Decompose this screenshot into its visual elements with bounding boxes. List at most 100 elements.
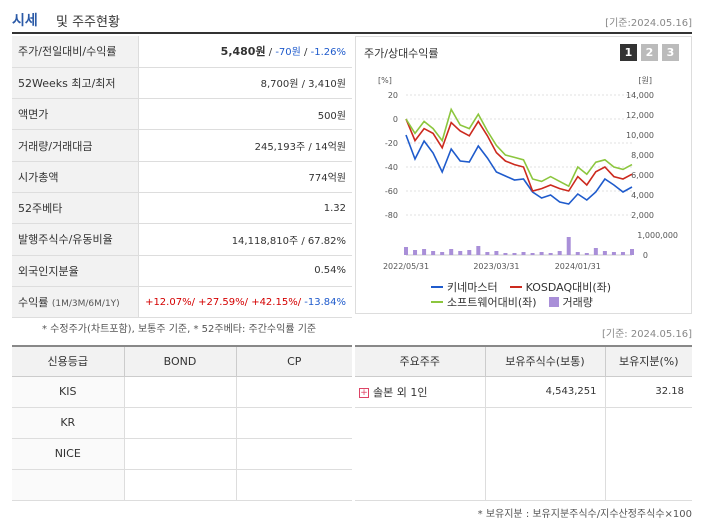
right-axis-unit: [원] <box>638 76 652 85</box>
ownership-footnote: * 보유지분 : 보유지분주식수/지수산정주식수×100 <box>477 509 692 520</box>
col-header: 신용등급 <box>12 345 125 377</box>
table-header: 주요주주 보유주식수(보통) 보유지분(%) <box>355 345 692 377</box>
section-subtitle: 및 주주현황 <box>56 15 120 30</box>
price-value: 5,480원 <box>220 45 266 59</box>
left-tick-label: -40 <box>385 163 398 172</box>
bond-rating <box>124 469 237 501</box>
row-value: 5,480원 / -70원 / -1.26% <box>138 36 352 68</box>
volume-bar <box>530 253 535 255</box>
col-header: 보유지분(%) <box>605 345 692 377</box>
volume-bar <box>539 252 544 255</box>
legend-swatch <box>548 296 559 307</box>
chart-tabs: 1 2 3 <box>620 44 679 61</box>
share-ratio: 32.18 <box>605 376 692 408</box>
volume-bar <box>494 251 499 255</box>
chart-title: 주가/상대수익률 <box>364 47 439 60</box>
volume-bar <box>548 253 553 255</box>
footnote: * 수정주가(차트포함), 보통주 기준, * 52주베타: 주간수익률 기준 <box>42 324 317 335</box>
returns-sublabel: (1M/3M/6M/1Y) <box>51 299 120 310</box>
legend-item: KOSDAQ대비(좌) <box>509 279 612 295</box>
chart-legend: 키네마스터 KOSDAQ대비(좌) 소프트웨어대비(좌) 거래량 <box>431 279 611 309</box>
table-row: 주가/전일대비/수익률 5,480원 / -70원 / -1.26% <box>12 36 352 68</box>
row-label: 수익률 (1M/3M/6M/1Y) <box>12 286 139 319</box>
table-row: 52주베타 1.32 <box>12 192 352 225</box>
volume-bar <box>575 252 580 255</box>
bond-rating <box>124 438 237 470</box>
volume-bar <box>557 251 562 255</box>
shareholder-label: 솔본 외 1인 <box>373 385 428 399</box>
empty-cell <box>485 407 606 501</box>
row-value: 8,700원 / 3,410원 <box>138 67 352 100</box>
row-label: 발행주식수/유동비율 <box>12 223 139 256</box>
agency-name: NICE <box>12 438 125 470</box>
expand-icon[interactable]: + <box>359 387 369 398</box>
bond-rating <box>124 376 237 408</box>
chart-tab-1[interactable]: 1 <box>620 44 637 61</box>
chart-panel: 주가/상대수익률 1 2 3 [%] [원] 20 0 -20 -40 -60 -80 14,0… <box>355 36 692 314</box>
volume-bar <box>440 252 445 255</box>
volume-bar <box>521 252 526 255</box>
empty-cell <box>355 407 486 501</box>
row-label: 외국인지분율 <box>12 255 139 287</box>
table-row: 거래량/거래대금 245,193주 / 14억원 <box>12 129 352 162</box>
rate-value: -1.26% <box>310 47 346 59</box>
shareholder-table: 주요주주 보유주식수(보통) 보유지분(%) + 솔본 외 1인 4,543,25… <box>355 345 692 501</box>
left-tick-label: 0 <box>393 115 398 124</box>
chart-tab-3[interactable]: 3 <box>662 44 679 61</box>
volume-bar <box>413 250 418 255</box>
col-header: BOND <box>124 345 237 377</box>
x-tick-label: 2022/05/31 <box>383 262 429 271</box>
return-3m: +27.59%/ <box>194 296 249 308</box>
volume-bar <box>593 248 598 255</box>
row-value: 1.32 <box>138 192 352 225</box>
stock-chart: [%] [원] 20 0 -20 -40 -60 -80 14,000 12,000 10,000 8… <box>378 76 678 271</box>
bond-rating <box>124 407 237 439</box>
legend-swatch <box>509 285 522 288</box>
series-line <box>405 118 633 192</box>
volume-tick-label: 0 <box>643 251 648 260</box>
chart-tab-2[interactable]: 2 <box>641 44 658 61</box>
volume-bar <box>503 253 508 255</box>
volume-bar <box>431 251 436 255</box>
table-row: 외국인지분율 0.54% <box>12 255 352 287</box>
left-tick-label: 20 <box>388 91 398 100</box>
cp-rating <box>236 438 352 470</box>
legend-label: 소프트웨어대비(좌) <box>447 295 537 309</box>
right-tick-label: 10,000 <box>626 131 654 140</box>
change-value: -70원 <box>275 47 301 59</box>
volume-bar <box>620 252 625 255</box>
right-tick-label: 6,000 <box>631 171 654 180</box>
legend-item: 키네마스터 <box>431 279 498 295</box>
legend-item: 소프트웨어대비(좌) <box>431 294 537 310</box>
left-tick-label: -20 <box>385 139 398 148</box>
volume-bar <box>467 250 472 255</box>
left-tick-label: -60 <box>385 187 398 196</box>
col-header: CP <box>236 345 352 377</box>
table-row: 시가총액 774억원 <box>12 161 352 193</box>
row-label: 시가총액 <box>12 161 139 193</box>
row-label: 주가/전일대비/수익률 <box>12 36 139 68</box>
base-date-note: [기준: 2024.05.16] <box>601 329 692 340</box>
legend-item: 거래량 <box>548 294 593 310</box>
right-tick-label: 14,000 <box>626 91 654 100</box>
shareholder-name[interactable]: + 솔본 외 1인 <box>355 376 486 408</box>
table-row: KR <box>12 407 352 439</box>
row-label: 52Weeks 최고/최저 <box>12 67 139 100</box>
separator: / <box>265 47 276 59</box>
row-value: 774억원 <box>138 161 352 193</box>
agency-name: KIS <box>12 376 125 408</box>
volume-bar <box>566 237 571 255</box>
col-header: 주요주주 <box>355 345 486 377</box>
right-tick-label: 2,000 <box>631 211 654 220</box>
volume-bar <box>449 249 454 255</box>
series-line <box>405 107 633 188</box>
section-header: 시세 및 주주현황 [기준:2024.05.16] <box>12 10 692 34</box>
col-header: 보유주식수(보통) <box>485 345 606 377</box>
legend-swatch <box>431 285 443 288</box>
legend-label: KOSDAQ대비(좌) <box>525 280 612 294</box>
volume-bar <box>611 252 616 255</box>
volume-bar <box>476 246 481 255</box>
legend-label: 키네마스터 <box>447 280 498 294</box>
table-row: + 솔본 외 1인 4,543,251 32.18 <box>355 376 692 408</box>
row-label: 52주베타 <box>12 192 139 225</box>
